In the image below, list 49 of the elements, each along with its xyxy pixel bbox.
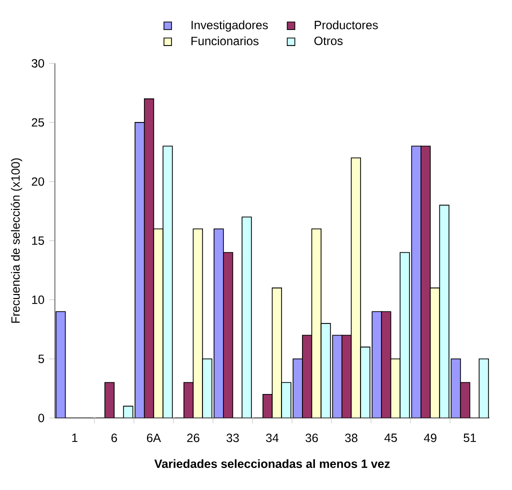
bar xyxy=(332,334,342,418)
bar xyxy=(400,252,410,418)
y-axis-title: Frecuencia de selección (x100) xyxy=(10,158,22,323)
bar xyxy=(222,252,234,418)
bar xyxy=(360,346,370,418)
x-tick-label: 1 xyxy=(72,434,78,442)
bar xyxy=(350,158,362,418)
x-axis-title: Variedades seleccionadas al menos 1 vez xyxy=(154,459,390,468)
bar xyxy=(56,312,66,418)
bar xyxy=(144,98,154,418)
legend-label: Otros xyxy=(314,36,343,46)
bar xyxy=(411,146,422,418)
y-tick-label: 30 xyxy=(32,59,44,68)
bar xyxy=(242,216,252,418)
x-tick-label: 6A xyxy=(146,434,161,442)
bar xyxy=(104,382,115,418)
x-tick-label: 6 xyxy=(111,434,117,442)
x-tick-label: 45 xyxy=(384,434,397,442)
legend-label: Productores xyxy=(314,20,378,30)
y-tick-label: 0 xyxy=(38,414,44,422)
y-tick-label: 5 xyxy=(38,354,44,364)
y-tick-label: 20 xyxy=(32,177,44,186)
bar xyxy=(381,311,392,418)
legend-label: Investigadores xyxy=(192,20,268,32)
x-tick-label: 26 xyxy=(187,434,200,442)
y-tick-label: 25 xyxy=(32,118,44,127)
bar xyxy=(342,334,352,418)
bar xyxy=(302,334,312,418)
bar xyxy=(430,288,440,418)
x-tick-label: 38 xyxy=(345,434,358,442)
legend-label: Funcionarios xyxy=(191,36,259,46)
bar xyxy=(439,204,450,418)
x-tick-label: 36 xyxy=(306,434,318,442)
y-tick-label: 15 xyxy=(32,236,44,245)
bar xyxy=(272,288,282,418)
x-tick-label: 51 xyxy=(464,434,476,442)
bar xyxy=(153,228,164,418)
bar xyxy=(214,228,224,418)
bar xyxy=(372,311,382,418)
bar xyxy=(420,146,431,418)
bar xyxy=(320,323,331,418)
bar xyxy=(162,146,173,418)
x-tick-label: 33 xyxy=(226,434,239,442)
bar xyxy=(134,122,145,418)
bar xyxy=(311,228,322,418)
y-tick-label: 10 xyxy=(32,296,44,304)
x-tick-label: 34 xyxy=(266,434,279,442)
bar xyxy=(192,228,203,418)
x-tick-label: 49 xyxy=(424,434,436,442)
